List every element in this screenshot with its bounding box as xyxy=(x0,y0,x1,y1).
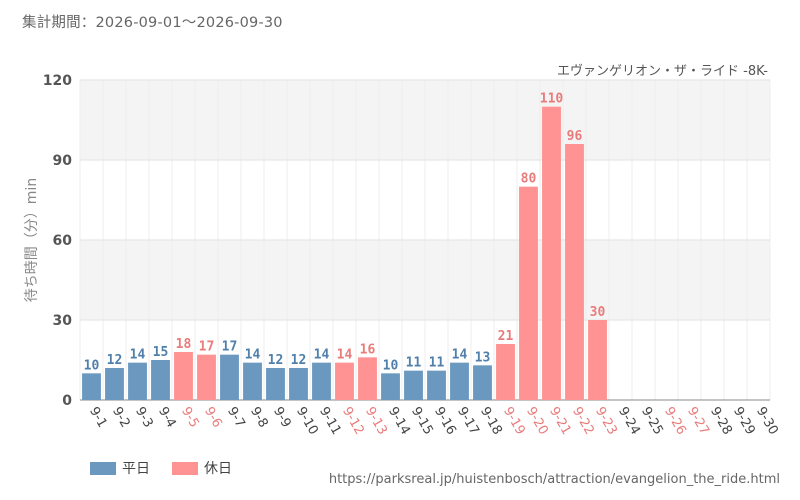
data-label-9-15: 11 xyxy=(406,356,422,371)
x-tick-label-9-25: 9-25 xyxy=(638,405,666,438)
legend-swatch-weekday xyxy=(90,461,116,475)
x-tick-label-9-13: 9-13 xyxy=(362,405,390,438)
bar-9-3 xyxy=(128,362,147,400)
bar-9-10 xyxy=(289,368,308,400)
x-tick-label-9-5: 9-5 xyxy=(178,405,202,431)
bar-9-14 xyxy=(381,373,400,400)
x-tick-label-9-16: 9-16 xyxy=(431,405,459,438)
bar-9-8 xyxy=(243,362,262,400)
data-label-9-10: 12 xyxy=(291,353,307,368)
bars xyxy=(82,106,607,401)
y-axis: 0 30 60 90 120 xyxy=(43,73,72,409)
x-tick-label-9-19: 9-19 xyxy=(500,405,528,438)
bar-9-6 xyxy=(197,354,216,400)
y-tick-label: 60 xyxy=(53,233,73,249)
data-label-9-21: 110 xyxy=(540,92,564,107)
y-tick-label: 120 xyxy=(43,73,72,89)
y-axis-label: 待ち時間（分）min xyxy=(24,178,40,302)
bar-9-4 xyxy=(151,360,170,400)
x-tick-label-9-2: 9-2 xyxy=(109,405,133,431)
data-label-9-13: 16 xyxy=(360,342,376,357)
x-tick-label-9-10: 9-10 xyxy=(293,405,321,438)
y-tick-label: 90 xyxy=(53,153,73,169)
data-label-9-16: 11 xyxy=(429,356,445,371)
bar-9-11 xyxy=(312,362,331,400)
x-tick-label-9-18: 9-18 xyxy=(477,405,505,438)
data-label-9-14: 10 xyxy=(383,358,399,373)
x-tick-label-9-12: 9-12 xyxy=(339,405,367,438)
x-tick-label-9-27: 9-27 xyxy=(684,405,712,438)
source-url: https://parksreal.jp/huistenbosch/attrac… xyxy=(328,472,780,487)
x-tick-label-9-20: 9-20 xyxy=(523,405,551,438)
data-label-9-22: 96 xyxy=(567,129,583,144)
x-tick-label-9-4: 9-4 xyxy=(155,405,179,431)
bar-9-7 xyxy=(220,354,239,400)
data-label-9-20: 80 xyxy=(521,172,537,187)
bar-9-12 xyxy=(335,362,354,400)
bar-9-1 xyxy=(82,373,101,400)
data-label-9-18: 13 xyxy=(475,350,491,365)
x-tick-label-9-28: 9-28 xyxy=(707,405,735,438)
x-axis: 9-1 9-2 9-3 9-4 9-5 9-6 9-7 9-8 9-9 9-109-119-129… xyxy=(86,405,781,438)
bar-9-5 xyxy=(174,352,193,400)
data-label-9-17: 14 xyxy=(452,348,468,363)
bar-9-9 xyxy=(266,368,285,400)
data-label-9-23: 30 xyxy=(590,305,606,320)
bar-9-21 xyxy=(542,106,561,401)
legend-item-holiday: 休日 xyxy=(172,458,232,478)
x-tick-label-9-7: 9-7 xyxy=(224,405,248,431)
x-tick-label-9-17: 9-17 xyxy=(454,405,482,438)
data-label-9-11: 14 xyxy=(314,348,330,363)
data-label-9-6: 17 xyxy=(199,340,215,355)
x-tick-label-9-9: 9-9 xyxy=(270,405,294,431)
legend-label-holiday: 休日 xyxy=(204,461,232,477)
x-tick-label-9-24: 9-24 xyxy=(615,405,643,438)
legend-label-weekday: 平日 xyxy=(122,461,150,477)
data-label-9-19: 21 xyxy=(498,329,514,344)
data-label-9-7: 17 xyxy=(222,340,238,355)
data-label-9-2: 12 xyxy=(107,353,123,368)
x-tick-label-9-26: 9-26 xyxy=(661,405,689,438)
data-label-9-1: 10 xyxy=(84,358,100,373)
data-label-9-3: 14 xyxy=(130,348,146,363)
bar-9-23 xyxy=(588,320,607,400)
bar-9-13 xyxy=(358,357,377,400)
bar-9-20 xyxy=(519,186,538,400)
legend-item-weekday: 平日 xyxy=(90,458,150,478)
bar-9-16 xyxy=(427,370,446,400)
bar-9-2 xyxy=(105,368,124,400)
bar-9-18 xyxy=(473,365,492,400)
x-tick-label-9-14: 9-14 xyxy=(385,405,413,438)
data-label-9-4: 15 xyxy=(153,345,169,360)
x-tick-label-9-6: 9-6 xyxy=(201,405,225,431)
x-tick-label-9-23: 9-23 xyxy=(592,405,620,438)
x-tick-label-9-3: 9-3 xyxy=(132,405,156,431)
data-labels: 10 12 14 15 18 17 17 14 12 12 14 14 16 10 11 11 14 13 21 80… xyxy=(84,92,606,374)
data-label-9-9: 12 xyxy=(268,353,284,368)
chart-title: エヴァンゲリオン・ザ・ライド -8K- xyxy=(557,63,768,79)
x-tick-label-9-21: 9-21 xyxy=(546,405,574,438)
x-tick-label-9-22: 9-22 xyxy=(569,405,597,438)
x-tick-label-9-1: 9-1 xyxy=(86,405,110,431)
bar-9-15 xyxy=(404,370,423,400)
legend: 平日 休日 xyxy=(90,458,254,478)
data-label-9-12: 14 xyxy=(337,348,353,363)
data-label-9-8: 14 xyxy=(245,348,261,363)
x-tick-label-9-11: 9-11 xyxy=(316,405,344,438)
period-label: 集計期間：2026-09-01〜2026-09-30 xyxy=(22,15,283,31)
bar-9-22 xyxy=(565,144,584,400)
bar-9-19 xyxy=(496,344,515,400)
x-tick-label-9-29: 9-29 xyxy=(730,405,758,438)
y-tick-label: 30 xyxy=(53,313,73,329)
x-tick-label-9-8: 9-8 xyxy=(247,405,271,431)
legend-swatch-holiday xyxy=(172,461,198,475)
y-tick-label: 0 xyxy=(62,393,72,409)
x-tick-label-9-30: 9-30 xyxy=(753,405,781,438)
data-label-9-5: 18 xyxy=(176,337,192,352)
grid-lines xyxy=(79,79,771,401)
bar-9-17 xyxy=(450,362,469,400)
x-tick-label-9-15: 9-15 xyxy=(408,405,436,438)
